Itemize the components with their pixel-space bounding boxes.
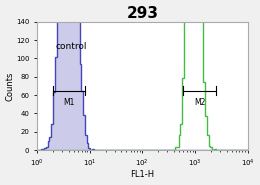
Text: M1: M1 [63,98,74,107]
Text: control: control [55,42,87,51]
X-axis label: FL1-H: FL1-H [130,170,154,179]
Text: M2: M2 [194,98,205,107]
Polygon shape [37,0,248,150]
Title: 293: 293 [126,6,158,21]
Y-axis label: Counts: Counts [5,71,15,101]
